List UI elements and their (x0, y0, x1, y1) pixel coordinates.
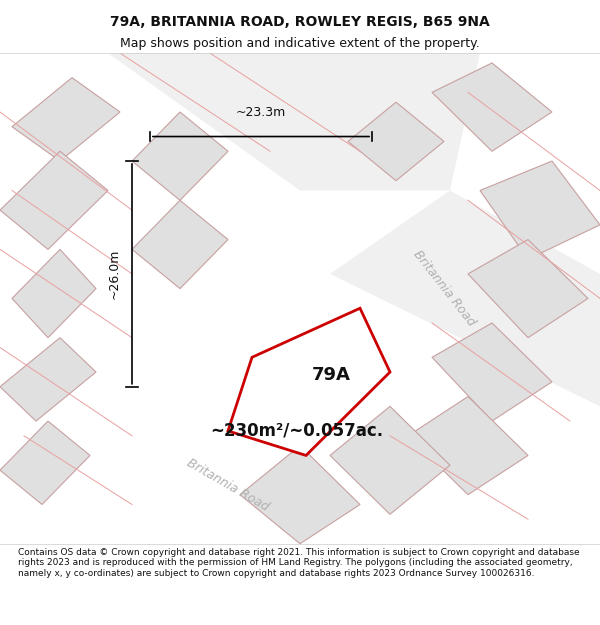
Polygon shape (108, 53, 480, 191)
Polygon shape (0, 151, 108, 249)
Polygon shape (0, 421, 90, 504)
Text: 79A: 79A (312, 366, 350, 384)
Text: Britannia Road: Britannia Road (185, 456, 271, 514)
Polygon shape (432, 63, 552, 151)
Polygon shape (348, 102, 444, 181)
Polygon shape (240, 446, 360, 544)
Polygon shape (480, 161, 600, 259)
Polygon shape (228, 308, 390, 456)
Polygon shape (330, 191, 600, 406)
Polygon shape (12, 78, 120, 161)
Text: ~26.0m: ~26.0m (107, 249, 121, 299)
Text: ~230m²/~0.057ac.: ~230m²/~0.057ac. (210, 422, 383, 440)
Polygon shape (0, 338, 96, 421)
Text: Britannia Road: Britannia Road (410, 248, 478, 329)
Text: 79A, BRITANNIA ROAD, ROWLEY REGIS, B65 9NA: 79A, BRITANNIA ROAD, ROWLEY REGIS, B65 9… (110, 15, 490, 29)
Polygon shape (132, 200, 228, 289)
Polygon shape (330, 406, 450, 514)
Text: Contains OS data © Crown copyright and database right 2021. This information is : Contains OS data © Crown copyright and d… (18, 548, 580, 578)
Text: Map shows position and indicative extent of the property.: Map shows position and indicative extent… (120, 38, 480, 50)
Polygon shape (432, 323, 552, 421)
Polygon shape (12, 249, 96, 338)
Text: ~23.3m: ~23.3m (236, 106, 286, 119)
Polygon shape (132, 112, 228, 200)
Polygon shape (408, 397, 528, 495)
Polygon shape (468, 239, 588, 338)
